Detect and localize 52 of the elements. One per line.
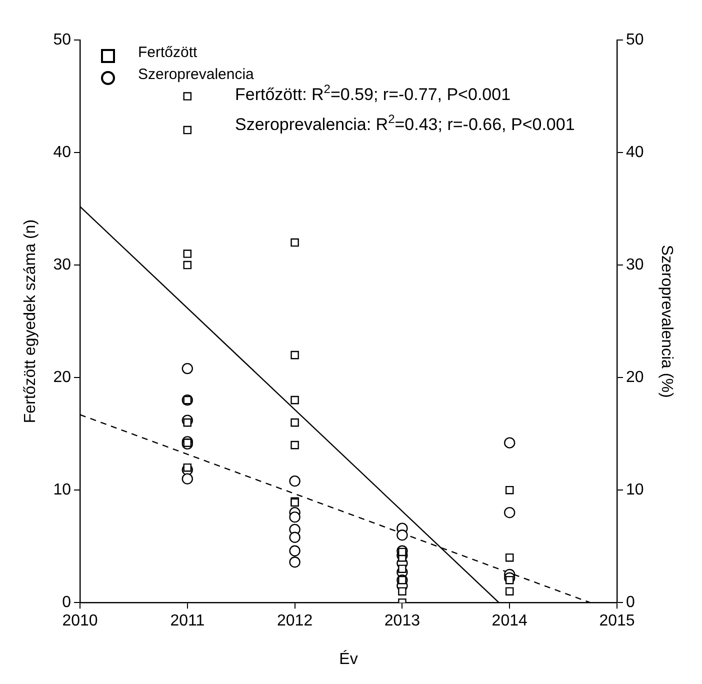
y-tick-label: 30 [53,256,72,274]
x-tick-label: 2013 [384,612,420,630]
y2-tick-label: 20 [626,368,644,386]
point [182,473,193,484]
y2-tick-label: 40 [626,144,644,161]
y-tick-label: 50 [53,31,72,48]
point [289,556,300,568]
point [183,438,192,447]
x-tick-label: 2015 [599,612,635,630]
y2-tick-label: 30 [626,256,644,274]
point [290,396,299,404]
x-tick-label: 2011 [170,612,205,630]
point [398,587,406,596]
point [396,529,408,541]
point [505,576,514,584]
point [183,126,192,134]
y-tick-label: 20 [53,368,72,386]
y2-tick-label: 0 [626,594,636,612]
y-tick-label: 0 [62,594,72,612]
point [290,418,299,427]
point [505,587,514,596]
point [183,260,192,270]
legend-label: Fertőzött [138,44,198,62]
point [183,92,192,100]
point [289,511,300,523]
point [289,475,300,487]
x-tick-label: 2014 [492,612,528,630]
y2-tick-label: 10 [626,481,644,498]
x-tick-label: 2010 [62,612,98,630]
point [398,564,406,573]
legend-label: Szeroprevalencia [138,66,255,84]
point [505,553,514,562]
point [504,506,516,518]
point [182,362,193,374]
y2-tick-label: 50 [626,31,644,48]
y2-axis-title: Szeroprevalencia (%) [658,244,675,398]
point [183,463,192,472]
point [183,418,192,427]
point [290,440,299,450]
y-tick-label: 10 [53,481,72,498]
point [290,238,299,247]
x-tick-label: 2012 [277,612,313,630]
point [398,548,406,556]
point [289,532,300,543]
point [505,486,514,494]
point [504,437,516,448]
x-axis-title: Év [339,650,358,668]
point [289,545,300,556]
y-axis-title: Fertőzött egyedek száma (n) [22,219,40,424]
y-tick-label: 40 [53,144,72,161]
point [290,350,299,360]
point [183,250,192,258]
